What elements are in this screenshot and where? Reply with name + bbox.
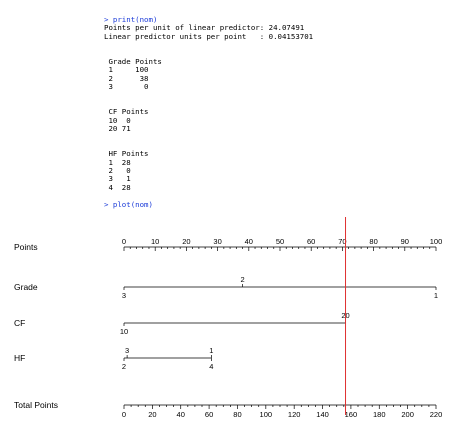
tick-label: 120	[288, 410, 301, 419]
level-label: 10	[120, 327, 128, 336]
level-label: 4	[209, 362, 213, 371]
console-command-line: > print(nom)	[104, 15, 158, 24]
tick-label: 0	[122, 410, 126, 419]
r-console-output: > print(nom) Points per unit of linear pr…	[104, 15, 464, 209]
console-output-line: Linear predictor units per point : 0.041…	[104, 31, 314, 41]
row-label: Grade	[14, 282, 38, 292]
level-label: 1	[209, 346, 213, 355]
tick-label: 60	[307, 237, 315, 246]
row-label: CF	[14, 318, 25, 328]
console-output-line: 2 0	[104, 166, 131, 176]
tick-label: 160	[345, 410, 358, 419]
row-label: Total Points	[14, 400, 58, 410]
tick-label: 30	[213, 237, 221, 246]
level-label: 1	[434, 291, 438, 300]
row-label: HF	[14, 353, 25, 363]
console-output-line	[104, 192, 464, 200]
tick-label: 200	[401, 410, 414, 419]
tick-label: 220	[430, 410, 443, 419]
console-output-line: 20 71	[104, 124, 131, 134]
console-output-line: 3 1	[104, 174, 131, 184]
row-label: Points	[14, 242, 38, 252]
console-output-line: Grade Points	[104, 56, 162, 66]
tick-label: 70	[338, 237, 346, 246]
console-output-line	[104, 41, 464, 49]
console-output-line: Points per unit of linear predictor: 24.…	[104, 23, 305, 33]
console-output-line	[104, 100, 464, 108]
tick-label: 80	[233, 410, 241, 419]
level-label: 2	[122, 362, 126, 371]
console-output-line: 1 28	[104, 157, 131, 167]
console-output-line: 2 38	[104, 73, 149, 83]
tick-label: 100	[430, 237, 443, 246]
console-output-line	[104, 133, 464, 141]
console-output-line: CF Points	[104, 107, 149, 117]
level-label: 3	[125, 346, 129, 355]
console-output-line	[104, 92, 464, 100]
tick-label: 180	[373, 410, 386, 419]
tick-label: 40	[245, 237, 253, 246]
tick-label: 10	[151, 237, 159, 246]
console-output-line: 1 100	[104, 65, 149, 75]
console-output-line: 3 0	[104, 82, 149, 92]
tick-label: 20	[148, 410, 156, 419]
tick-label: 20	[182, 237, 190, 246]
tick-label: 50	[276, 237, 284, 246]
tick-label: 80	[369, 237, 377, 246]
tick-label: 60	[205, 410, 213, 419]
level-label: 2	[240, 275, 244, 284]
tick-label: 0	[122, 237, 126, 246]
console-command-line: > plot(nom)	[104, 199, 153, 209]
console-output-line	[104, 142, 464, 150]
tick-label: 40	[177, 410, 185, 419]
console-output-line: HF Points	[104, 149, 149, 159]
level-label: 3	[122, 291, 126, 300]
tick-label: 100	[260, 410, 273, 419]
console-output-line: 10 0	[104, 115, 131, 125]
tick-label: 90	[401, 237, 409, 246]
tick-label: 140	[316, 410, 329, 419]
console-output-line: 4 28	[104, 182, 131, 192]
